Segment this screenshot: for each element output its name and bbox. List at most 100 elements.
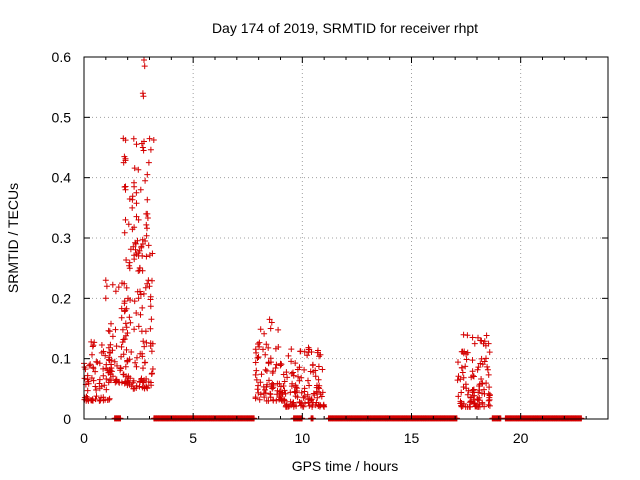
data-point: [458, 348, 465, 355]
data-point: [252, 395, 259, 402]
data-point: [291, 388, 298, 395]
data-point: [144, 171, 151, 178]
data-point: [114, 362, 120, 369]
data-point: [139, 144, 146, 151]
data-point: [142, 284, 149, 291]
data-point: [102, 396, 109, 403]
data-point: [310, 415, 316, 422]
data-point: [108, 320, 114, 327]
data-point: [288, 370, 295, 377]
y-tick-label: 0.5: [52, 109, 72, 125]
data-point: [305, 377, 311, 384]
data-point: [485, 390, 492, 397]
data-point: [578, 415, 585, 422]
data-point: [266, 316, 273, 323]
data-point: [140, 290, 147, 297]
data-point: [288, 358, 295, 365]
data-point: [263, 341, 270, 348]
data-point: [145, 159, 152, 166]
data-point: [484, 366, 491, 373]
data-point: [123, 284, 130, 291]
data-point: [254, 355, 261, 361]
data-point: [143, 221, 150, 228]
data-point: [135, 323, 142, 330]
data-point: [277, 362, 284, 369]
data-point: [300, 403, 307, 410]
data-point: [129, 196, 136, 203]
data-point: [149, 250, 156, 257]
data-point: [283, 369, 290, 376]
data-point: [122, 363, 129, 370]
data-point: [309, 401, 316, 408]
data-point: [316, 353, 323, 360]
data-point: [127, 297, 134, 303]
data-point: [462, 363, 469, 370]
data-point: [126, 314, 133, 321]
data-point: [131, 165, 138, 172]
data-point: [132, 359, 139, 366]
data-point: [263, 368, 270, 374]
data-point: [290, 369, 296, 376]
data-point: [273, 361, 280, 368]
data-point: [455, 359, 461, 366]
data-point: [107, 367, 114, 374]
data-point: [485, 371, 492, 378]
x-tick-label: 10: [295, 430, 311, 446]
data-point: [483, 332, 490, 339]
data-point: [122, 216, 129, 223]
data-point: [478, 337, 485, 344]
data-point: [268, 383, 275, 390]
data-point: [84, 387, 91, 394]
x-tick-label: 0: [80, 430, 88, 446]
data-point: [301, 388, 308, 395]
x-tick-label: 15: [404, 430, 420, 446]
data-point: [128, 349, 135, 355]
data-point: [112, 326, 119, 333]
data-point: [140, 365, 146, 372]
data-point: [476, 394, 483, 401]
data-point: [133, 189, 140, 196]
data-point: [148, 348, 155, 355]
data-point: [140, 93, 147, 100]
y-tick-label: 0.1: [52, 351, 72, 367]
data-point: [122, 320, 129, 327]
data-point: [262, 366, 269, 373]
data-point: [464, 391, 471, 398]
data-point: [281, 378, 288, 385]
data-point: [474, 366, 481, 373]
data-point: [283, 403, 290, 410]
data-point: [119, 326, 126, 333]
data-point: [117, 367, 124, 374]
data-point: [123, 305, 130, 312]
data-point: [137, 288, 143, 295]
data-point: [479, 380, 486, 387]
data-point: [301, 348, 308, 355]
data-point: [137, 291, 144, 298]
data-point: [121, 153, 128, 160]
data-point: [455, 393, 462, 400]
data-point: [141, 63, 148, 70]
data-point: [89, 396, 96, 403]
data-point: [144, 225, 150, 232]
data-point: [289, 380, 296, 387]
data-point: [113, 343, 120, 350]
data-point: [485, 340, 492, 347]
data-point: [460, 331, 467, 338]
data-point: [316, 401, 323, 408]
grid-lines: [84, 57, 608, 419]
data-point: [313, 388, 320, 395]
data-point: [306, 402, 313, 409]
data-point: [142, 359, 149, 366]
data-point: [115, 379, 122, 386]
data-point: [280, 383, 287, 389]
data-point: [144, 196, 151, 203]
data-point: [260, 346, 266, 353]
data-point: [309, 361, 316, 368]
data-point: [311, 392, 318, 398]
data-point: [486, 394, 493, 401]
data-point: [317, 391, 324, 398]
data-point: [115, 284, 122, 291]
data-point: [285, 352, 292, 359]
data-point: [129, 226, 136, 233]
data-point: [137, 311, 144, 318]
